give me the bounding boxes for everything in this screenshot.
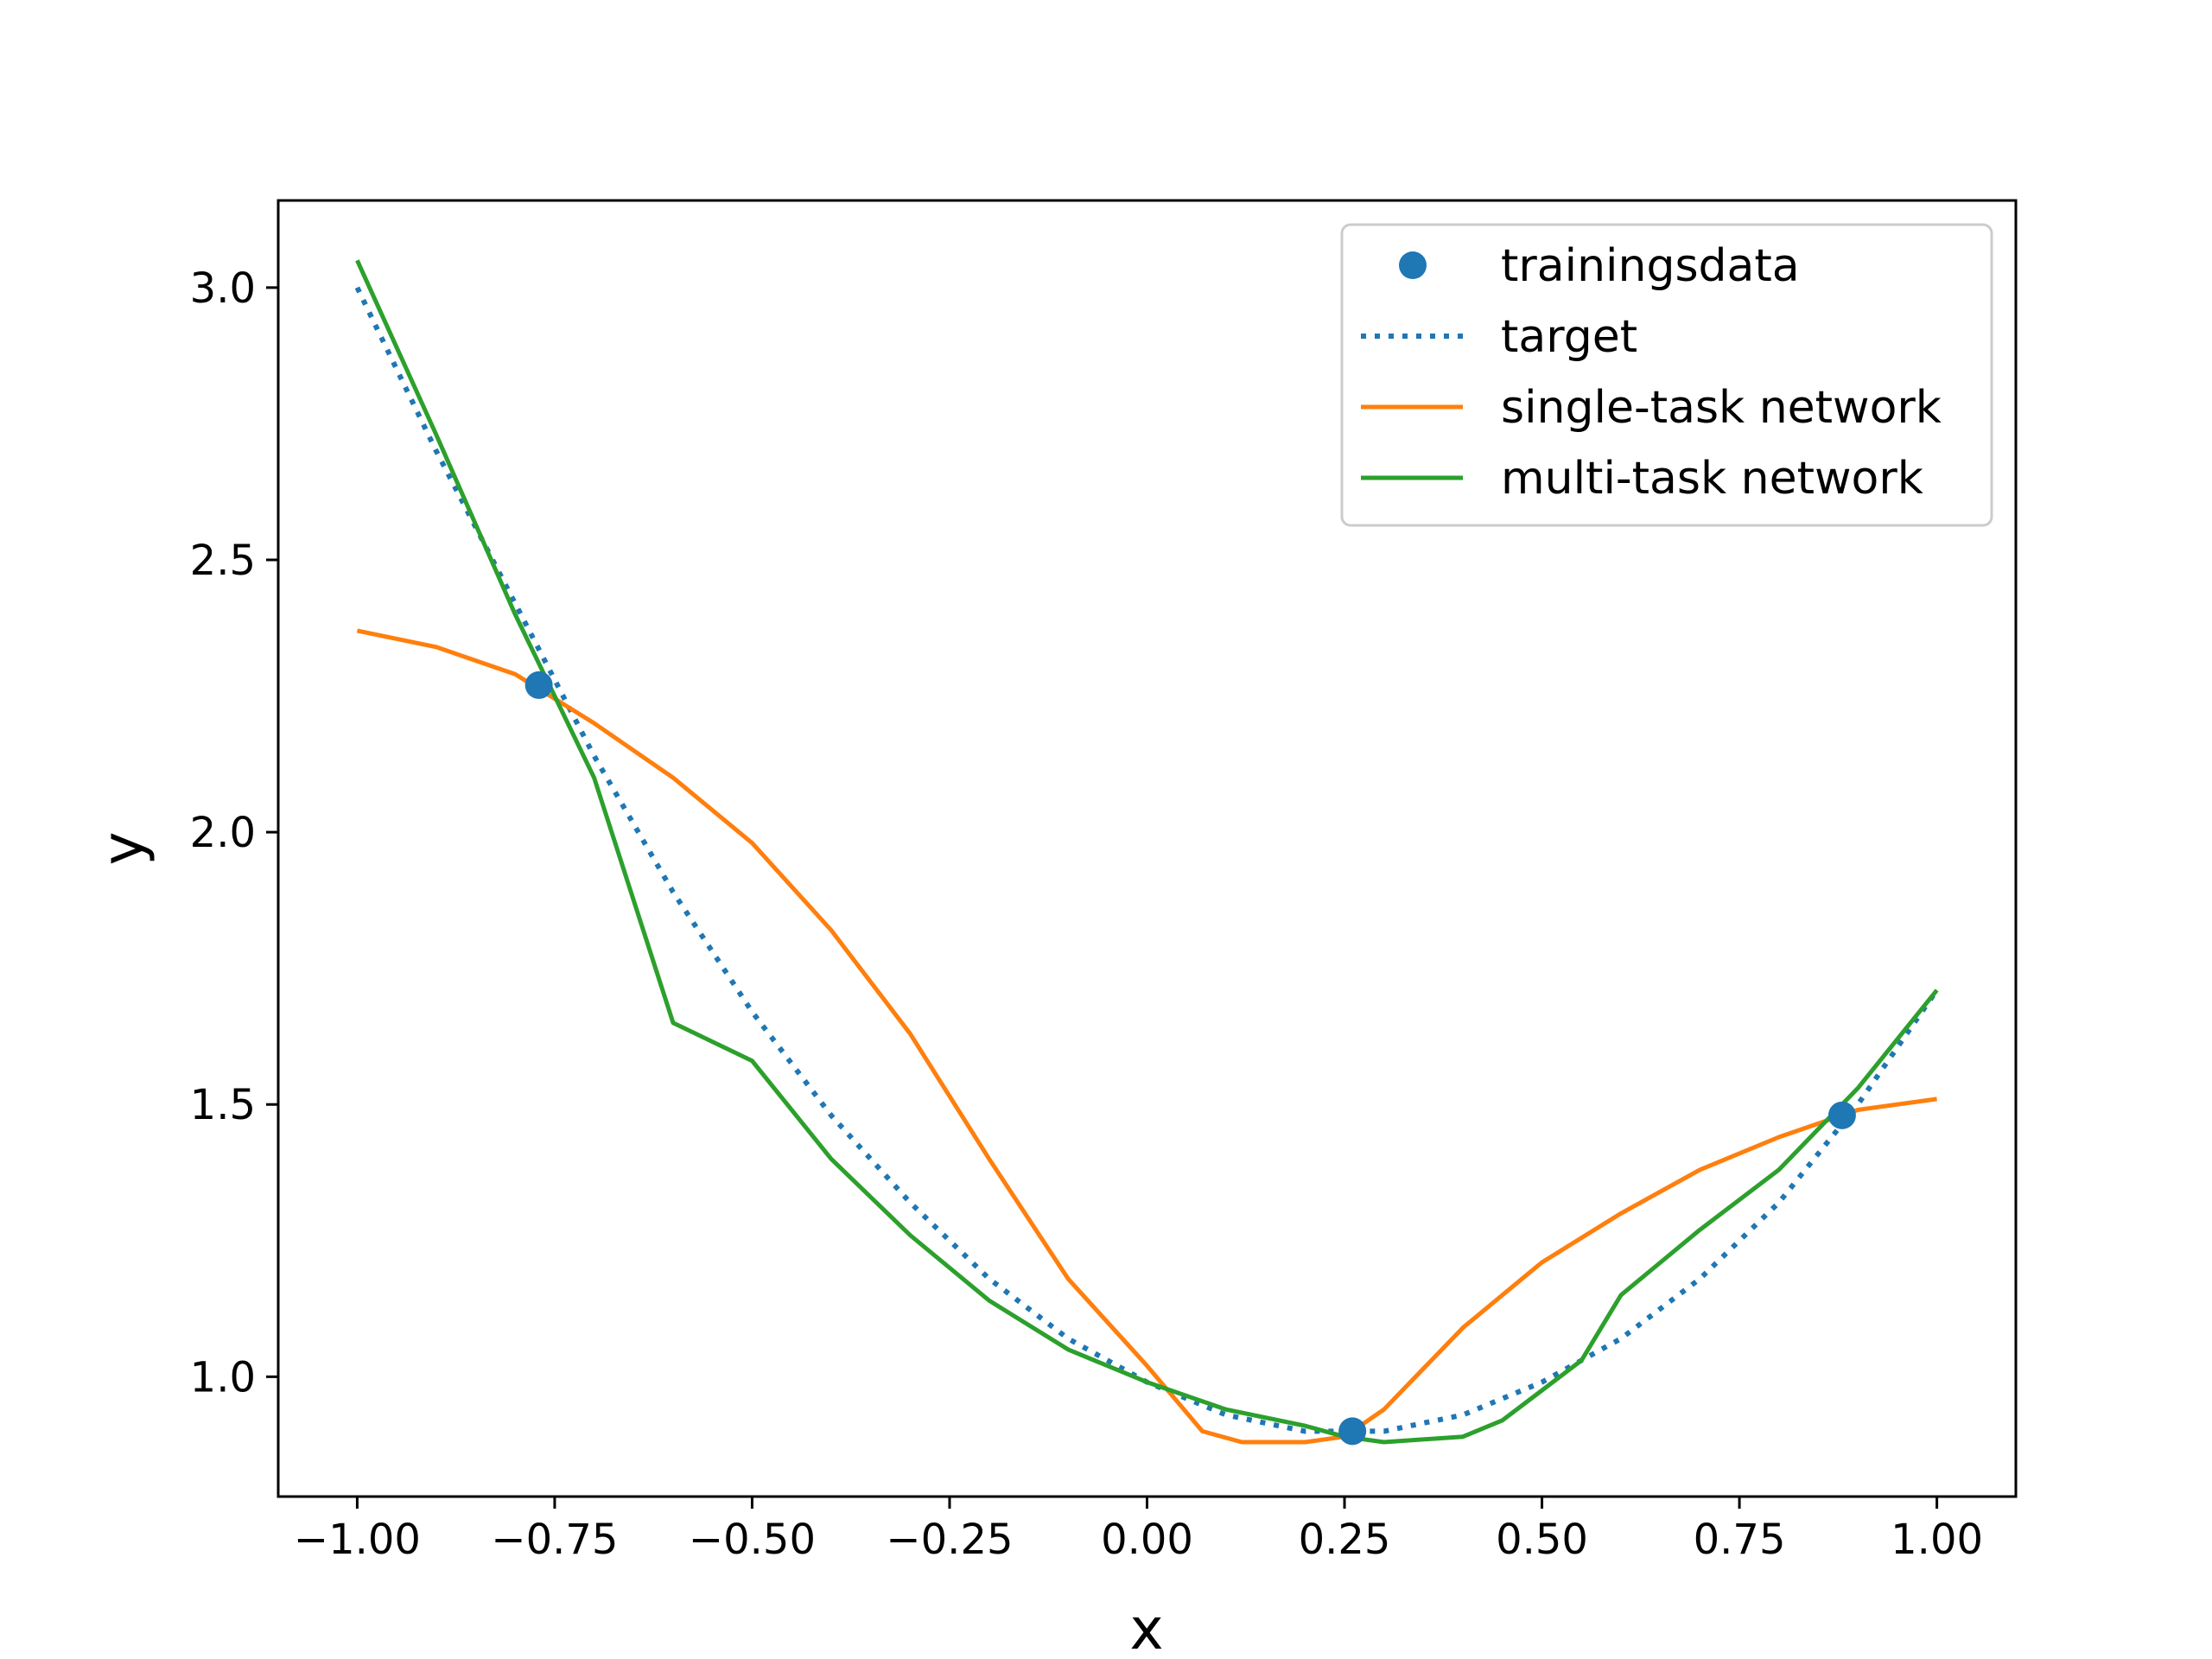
legend: trainingsdata target single-task network mu… — [1340, 223, 1993, 527]
series-line-single-task-network — [356, 628, 1937, 1445]
legend-label-single-task-network: single-task network — [1501, 382, 1942, 434]
training-point — [1827, 1101, 1856, 1129]
legend-frame — [1340, 223, 1993, 527]
y-tick-label: 3.0 — [190, 264, 256, 313]
x-tick-label: 0.50 — [1496, 1516, 1588, 1564]
training-point — [1338, 1417, 1367, 1446]
y-tick-label: 1.0 — [190, 1353, 256, 1402]
x-tick-label: −0.25 — [886, 1516, 1013, 1564]
legend-label-target: target — [1501, 311, 1637, 363]
y-axis: 1.0 1.5 2.0 2.5 3.0 — [190, 264, 278, 1402]
legend-marker-trainingsdata — [1399, 251, 1427, 279]
y-tick-label: 1.5 — [190, 1081, 256, 1129]
x-tick-label: 1.00 — [1891, 1516, 1983, 1564]
x-tick-label: 0.25 — [1299, 1516, 1391, 1564]
y-tick-label: 2.5 — [190, 537, 256, 585]
legend-label-trainingsdata: trainingsdata — [1501, 240, 1800, 292]
x-tick-label: 0.75 — [1694, 1516, 1786, 1564]
x-tick-label: −1.00 — [294, 1516, 421, 1564]
x-axis: −1.00 −0.75 −0.50 −0.25 0.00 0.25 0.50 0.75 1.00 — [294, 1497, 1983, 1564]
series-line-multi-task-network — [355, 259, 1939, 1445]
x-tick-label: 0.00 — [1101, 1516, 1193, 1564]
y-axis-label: y — [90, 831, 156, 865]
x-tick-label: −0.50 — [689, 1516, 816, 1564]
x-axis-label: x — [1129, 1596, 1163, 1659]
legend-label-multi-task-network: multi-task network — [1501, 453, 1923, 505]
x-tick-label: −0.75 — [491, 1516, 618, 1564]
training-point — [524, 671, 553, 699]
y-tick-label: 2.0 — [190, 809, 256, 857]
series-layer — [354, 259, 1940, 1446]
